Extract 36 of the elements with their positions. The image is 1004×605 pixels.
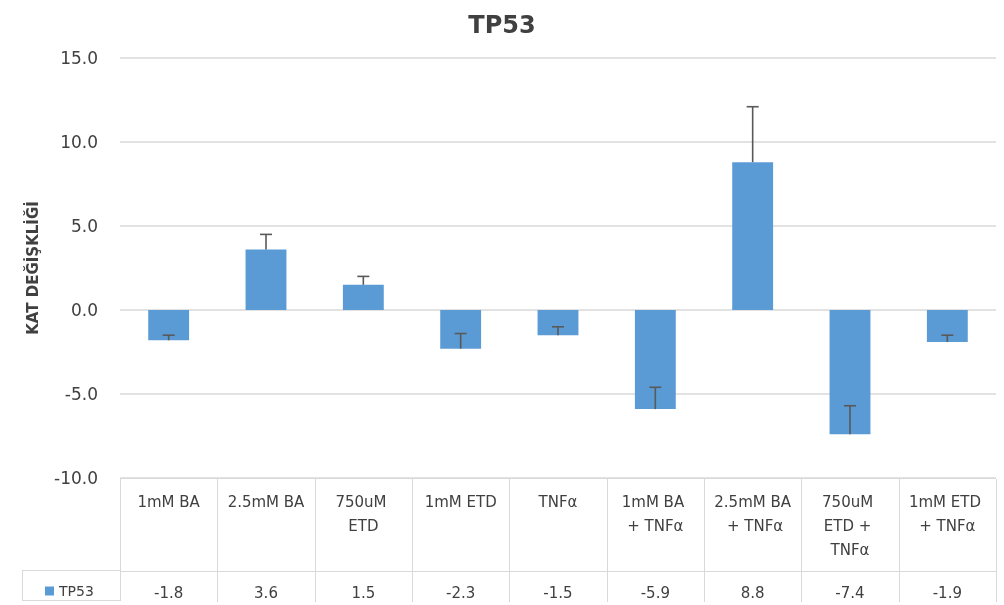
x-tick-label: 1mM BA xyxy=(137,493,201,511)
bar xyxy=(245,249,287,310)
x-tick-label: 1mM ETD xyxy=(424,493,497,511)
data-label: -1.9 xyxy=(932,583,962,602)
data-label: -2.3 xyxy=(446,583,476,602)
y-tick-label: -5.0 xyxy=(64,384,98,404)
x-tick-label: 750uM ETD + TNFα xyxy=(822,493,878,559)
bar xyxy=(440,310,482,349)
x-tick-label: 2.5mM BA xyxy=(227,493,306,511)
bar xyxy=(926,310,968,342)
data-label: 8.8 xyxy=(740,583,765,602)
bar xyxy=(829,310,871,435)
data-label: 1.5 xyxy=(351,583,376,602)
data-label: 3.6 xyxy=(254,583,278,602)
data-label: -1.8 xyxy=(154,583,184,602)
x-tick-label: 750uM ETD xyxy=(335,493,392,535)
bar xyxy=(537,310,579,336)
bar xyxy=(342,284,384,310)
legend-label: TP53 xyxy=(58,583,94,599)
x-tick-label: 1mM ETD + TNFα xyxy=(908,493,986,535)
x-tick-label: 1mM BA + TNFα xyxy=(621,493,689,535)
bar xyxy=(148,310,190,341)
y-tick-label: 15.0 xyxy=(60,48,98,68)
x-tick-label: TNFα xyxy=(537,493,578,511)
y-tick-label: -10.0 xyxy=(54,468,98,488)
y-tick-label: 5.0 xyxy=(70,216,98,236)
y-tick-label: 0.0 xyxy=(70,300,98,320)
bar xyxy=(732,162,774,310)
chart-title: TP53 xyxy=(468,11,536,39)
y-axis-title: KAT DEĞİŞKLİĞİ xyxy=(22,201,42,335)
bar xyxy=(634,310,676,410)
data-label: -1.5 xyxy=(543,583,573,602)
y-tick-label: 10.0 xyxy=(60,132,98,152)
x-tick-label: 2.5mM BA + TNFα xyxy=(714,493,792,535)
data-label: -5.9 xyxy=(640,583,670,602)
data-label: -7.4 xyxy=(835,583,865,602)
